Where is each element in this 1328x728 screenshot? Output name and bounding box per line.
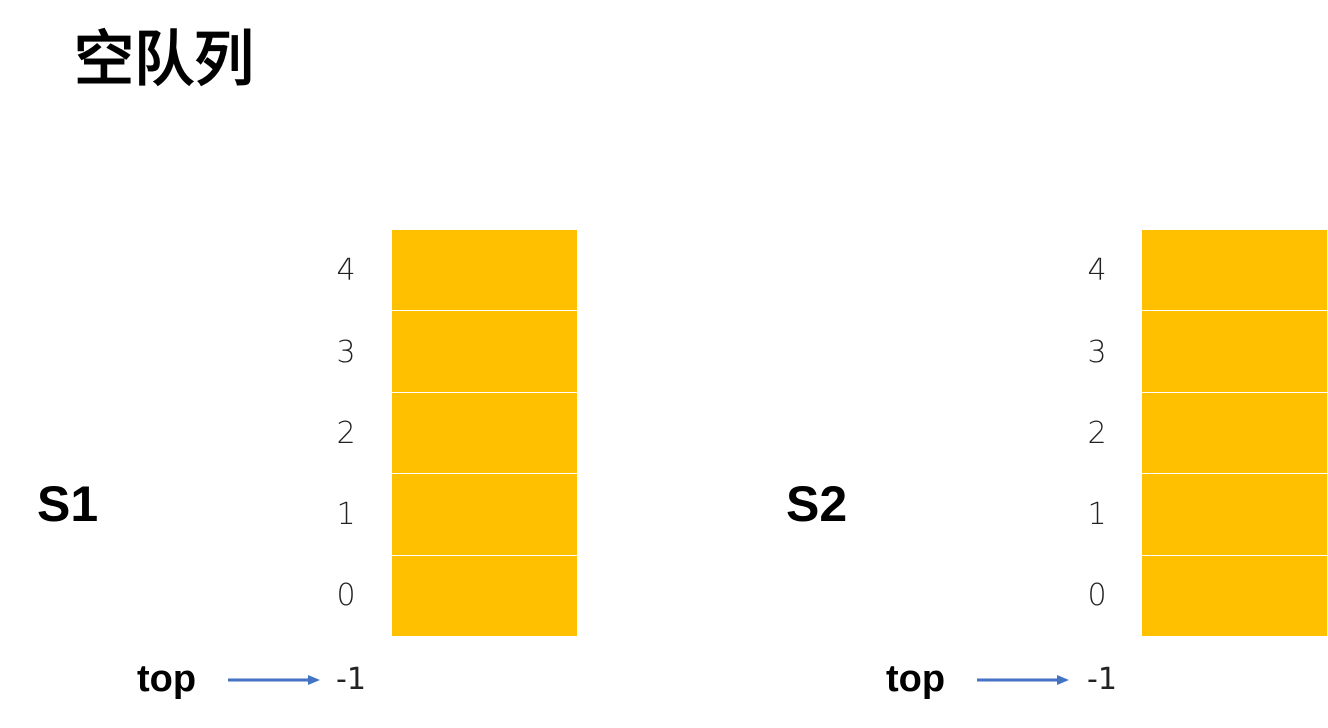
- cell-index: 3: [1087, 335, 1107, 370]
- top-pointer-label: top: [886, 658, 946, 700]
- cell-index: 3: [336, 335, 356, 370]
- stack-cell: [392, 555, 577, 637]
- stack-cell: [392, 230, 577, 312]
- arrow-right-icon: [228, 675, 320, 685]
- stack-cell: [1142, 230, 1327, 312]
- page-title: 空队列: [74, 25, 254, 95]
- top-pointer-value: -1: [336, 662, 366, 697]
- arrow-right-icon: [977, 675, 1069, 685]
- stack-cell: [392, 311, 577, 393]
- stack-label: S2: [786, 476, 848, 532]
- stack-cell: [1142, 311, 1327, 393]
- stack-cells: [392, 230, 577, 637]
- stack-cell: [392, 474, 577, 556]
- cell-index: 4: [336, 253, 356, 288]
- cell-index: 0: [1087, 578, 1107, 613]
- stack-cells: [1142, 230, 1327, 637]
- stack-cell: [392, 392, 577, 475]
- top-pointer-value: -1: [1087, 662, 1117, 697]
- stack-cell: [1142, 392, 1327, 475]
- cell-index: 0: [336, 578, 356, 613]
- stack-cell: [1142, 555, 1327, 637]
- cell-index: 1: [336, 497, 356, 532]
- stack-label: S1: [37, 476, 99, 532]
- stack-cell: [1142, 474, 1327, 556]
- cell-index: 2: [1087, 416, 1107, 451]
- top-pointer-label: top: [137, 658, 197, 700]
- cell-index: 1: [1087, 497, 1107, 532]
- cell-index: 2: [336, 416, 356, 451]
- cell-index: 4: [1087, 253, 1107, 288]
